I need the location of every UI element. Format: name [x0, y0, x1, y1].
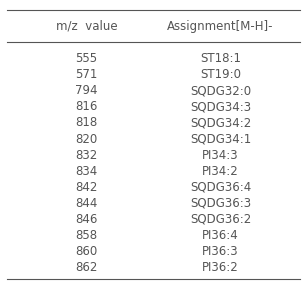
Text: 862: 862 [76, 261, 98, 274]
Text: 858: 858 [76, 229, 98, 242]
Text: SQDG34:2: SQDG34:2 [190, 116, 251, 130]
Text: SQDG34:1: SQDG34:1 [190, 132, 251, 146]
Text: PI34:3: PI34:3 [202, 149, 239, 162]
Text: 820: 820 [76, 132, 98, 146]
Text: Assignment[M-H]-: Assignment[M-H]- [167, 20, 274, 33]
Text: PI36:3: PI36:3 [202, 245, 239, 258]
Text: 555: 555 [76, 52, 98, 65]
Text: PI36:2: PI36:2 [202, 261, 239, 274]
Text: SQDG32:0: SQDG32:0 [190, 84, 251, 97]
Text: m/z  value: m/z value [56, 20, 117, 33]
Text: SQDG36:3: SQDG36:3 [190, 197, 251, 210]
Text: 860: 860 [76, 245, 98, 258]
Text: SQDG36:2: SQDG36:2 [190, 213, 251, 226]
Text: 794: 794 [75, 84, 98, 97]
Text: 571: 571 [76, 68, 98, 81]
Text: SQDG34:3: SQDG34:3 [190, 100, 251, 113]
Text: 842: 842 [76, 181, 98, 194]
Text: ST18:1: ST18:1 [200, 52, 241, 65]
Text: 818: 818 [76, 116, 98, 130]
Text: 834: 834 [76, 165, 98, 178]
Text: ST19:0: ST19:0 [200, 68, 241, 81]
Text: 844: 844 [76, 197, 98, 210]
Text: PI34:2: PI34:2 [202, 165, 239, 178]
Text: 846: 846 [76, 213, 98, 226]
Text: SQDG36:4: SQDG36:4 [190, 181, 251, 194]
Text: 816: 816 [76, 100, 98, 113]
Text: 832: 832 [76, 149, 98, 162]
Text: PI36:4: PI36:4 [202, 229, 239, 242]
